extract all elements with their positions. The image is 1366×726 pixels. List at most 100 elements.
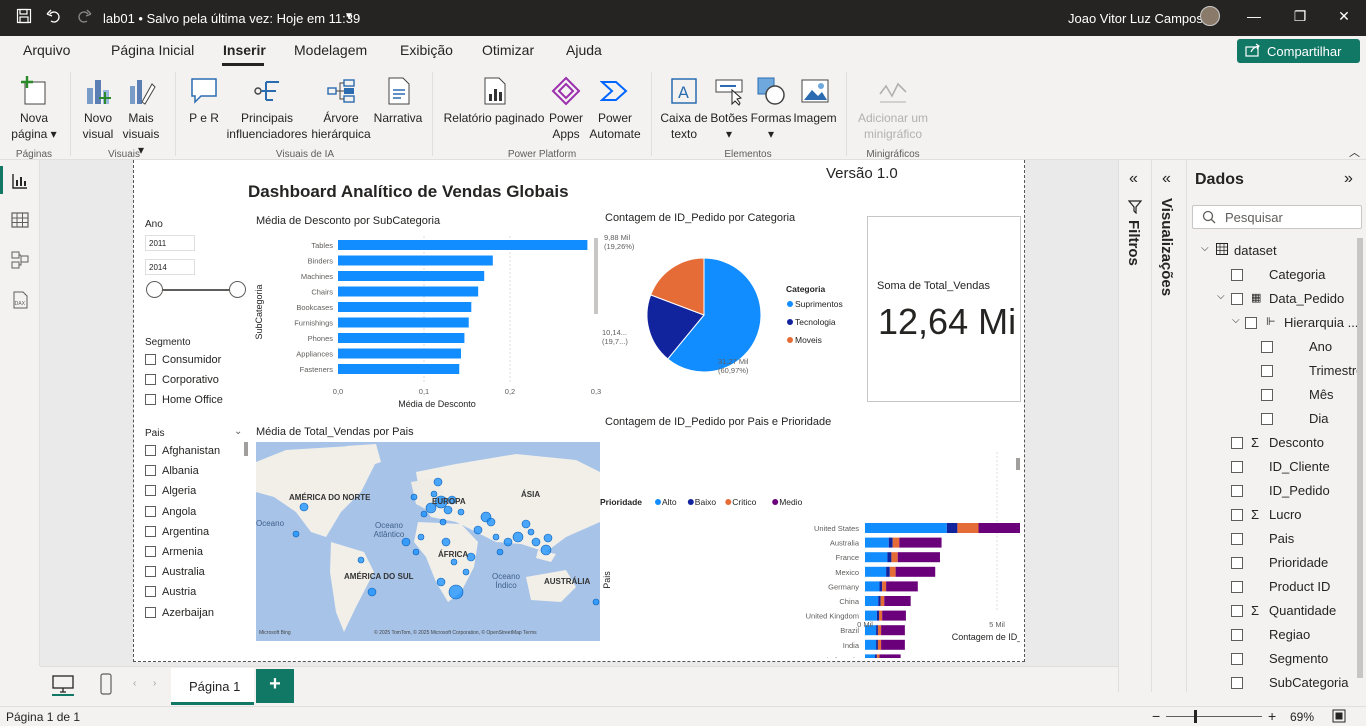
pais-option[interactable]: Azerbaijan xyxy=(145,606,214,619)
p-e-r-button[interactable]: P e R xyxy=(186,76,222,126)
imagem-button[interactable]: Imagem xyxy=(792,76,838,126)
field-item[interactable]: Product ID xyxy=(1269,579,1331,594)
pais-option[interactable]: Armenia xyxy=(145,546,203,558)
share-button[interactable]: Compartilhar xyxy=(1237,39,1360,63)
tab-otimizar[interactable]: Otimizar xyxy=(482,42,535,58)
pais-option[interactable]: Angola xyxy=(145,505,196,518)
formas-button[interactable]: Formas ▾ xyxy=(750,76,792,142)
mobile-layout-icon[interactable] xyxy=(100,673,112,698)
field-checkbox[interactable] xyxy=(1231,629,1243,641)
collapse-filters-icon[interactable]: « xyxy=(1129,170,1138,187)
field-item[interactable]: Trimestre xyxy=(1309,363,1364,378)
field-checkbox[interactable] xyxy=(1231,485,1243,497)
chevron-down-icon[interactable]: ⌵ xyxy=(1201,243,1209,254)
botoes-button[interactable]: Botões ▾ xyxy=(710,76,748,142)
adicionar-minigrafico-button[interactable]: Adicionar um minigráfico xyxy=(852,76,934,142)
power-automate-button[interactable]: Power Automate xyxy=(588,76,642,142)
field-item[interactable]: Mês xyxy=(1309,387,1334,402)
field-item[interactable]: ID_Cliente xyxy=(1269,459,1330,474)
zoom-out-icon[interactable]: − xyxy=(1152,708,1161,724)
minimize-icon[interactable]: — xyxy=(1247,8,1261,24)
segmento-option[interactable]: Consumidor xyxy=(145,354,221,366)
field-checkbox[interactable] xyxy=(1245,317,1257,329)
add-page-button[interactable]: + xyxy=(256,669,294,703)
desktop-layout-icon[interactable] xyxy=(52,675,74,696)
arvore-hierarquica-button[interactable]: Árvore hierárquica xyxy=(308,76,374,142)
field-item[interactable]: ID_Pedido xyxy=(1269,483,1330,498)
field-checkbox[interactable] xyxy=(1231,653,1243,665)
tab-inserir[interactable]: Inserir xyxy=(223,42,266,58)
field-item[interactable]: SubCategoria xyxy=(1269,675,1349,690)
maximize-icon[interactable]: ❐ xyxy=(1293,8,1307,24)
dax-query-view-icon[interactable]: DAX xyxy=(10,290,30,310)
relatorio-paginado-button[interactable]: Relatório paginado xyxy=(442,76,546,126)
field-checkbox[interactable] xyxy=(1231,581,1243,593)
field-checkbox[interactable] xyxy=(1231,509,1243,521)
ano-slider-handle-start[interactable] xyxy=(146,281,163,298)
redo-icon[interactable] xyxy=(76,8,92,28)
next-page-icon[interactable]: › xyxy=(153,678,157,689)
collapse-data-icon[interactable]: » xyxy=(1344,170,1353,187)
user-name[interactable]: Joao Vitor Luz Campos xyxy=(1068,11,1203,26)
field-item[interactable]: Quantidade xyxy=(1269,603,1337,618)
pais-option[interactable]: Algeria xyxy=(145,485,196,497)
tab-ajuda[interactable]: Ajuda xyxy=(566,42,602,58)
field-item[interactable]: Categoria xyxy=(1269,267,1326,282)
zoom-in-icon[interactable]: + xyxy=(1268,708,1277,724)
novo-visual-button[interactable]: Novo visual xyxy=(78,76,118,142)
table-view-icon[interactable] xyxy=(10,210,30,230)
tab-exibicao[interactable]: Exibição xyxy=(400,42,453,58)
field-checkbox[interactable] xyxy=(1231,437,1243,449)
pais-scrollbar[interactable] xyxy=(244,442,248,456)
principais-influenciadores-button[interactable]: Principais influenciadores xyxy=(226,76,308,142)
search-input[interactable]: Pesquisar xyxy=(1192,205,1362,229)
field-checkbox[interactable] xyxy=(1231,677,1243,689)
pais-option[interactable]: Afghanistan xyxy=(145,445,220,457)
tab-modelagem[interactable]: Modelagem xyxy=(294,42,368,58)
model-view-icon[interactable] xyxy=(10,250,30,270)
field-checkbox[interactable] xyxy=(1231,533,1243,545)
field-checkbox[interactable] xyxy=(1261,413,1273,425)
field-checkbox[interactable] xyxy=(1261,341,1273,353)
dataset-node[interactable]: dataset xyxy=(1234,243,1277,258)
chevron-down-icon[interactable]: ⌄ xyxy=(234,426,243,437)
tab-arquivo[interactable]: Arquivo xyxy=(23,42,71,58)
field-checkbox[interactable] xyxy=(1231,557,1243,569)
power-apps-button[interactable]: Power Apps xyxy=(548,76,584,142)
pais-option[interactable]: Australia xyxy=(145,566,205,578)
ano-to-input[interactable]: 2014 xyxy=(145,259,195,275)
pais-option[interactable]: Austria xyxy=(145,586,196,598)
desconto-chart-scrollbar[interactable] xyxy=(594,238,598,314)
field-item[interactable]: Pais xyxy=(1269,531,1295,546)
field-checkbox[interactable] xyxy=(1261,365,1273,377)
ano-slider-handle-end[interactable] xyxy=(229,281,246,298)
field-checkbox[interactable] xyxy=(1231,293,1243,305)
narrativa-button[interactable]: Narrativa xyxy=(372,76,424,126)
prev-page-icon[interactable]: ‹ xyxy=(133,678,137,689)
tab-pagina-inicial[interactable]: Página Inicial xyxy=(111,42,195,58)
field-item[interactable]: Segmento xyxy=(1269,651,1329,666)
visualizations-pane[interactable]: « Visualizações xyxy=(1151,160,1186,692)
zoom-slider-handle[interactable] xyxy=(1194,710,1197,723)
filters-pane[interactable]: « Filtros xyxy=(1118,160,1151,692)
ano-from-input[interactable]: 2011 xyxy=(145,235,195,251)
mais-visuais-button[interactable]: Mais visuais ▾ xyxy=(118,76,164,158)
field-item[interactable]: Lucro xyxy=(1269,507,1302,522)
chevron-down-icon[interactable]: ⌵ xyxy=(1217,291,1225,302)
field-checkbox[interactable] xyxy=(1231,269,1243,281)
chevron-down-icon[interactable]: ⌵ xyxy=(1232,315,1240,326)
field-item[interactable]: Ano xyxy=(1309,339,1333,354)
field-checkbox[interactable] xyxy=(1261,389,1273,401)
segmento-option[interactable]: Corporativo xyxy=(145,374,219,386)
field-item[interactable]: Dia xyxy=(1309,411,1329,426)
field-checkbox[interactable] xyxy=(1231,605,1243,617)
document-title[interactable]: lab01 • Salvo pela última vez: Hoje em 1… xyxy=(103,11,361,26)
close-icon[interactable]: ✕ xyxy=(1338,8,1350,24)
collapse-ribbon-icon[interactable]: ︿ xyxy=(1349,147,1360,159)
field-item[interactable]: Prioridade xyxy=(1269,555,1329,570)
fit-to-page-icon[interactable] xyxy=(1332,709,1346,726)
avatar[interactable] xyxy=(1200,6,1220,26)
field-item[interactable]: Regiao xyxy=(1269,627,1311,642)
field-item[interactable]: Data_Pedido xyxy=(1269,291,1345,306)
field-item[interactable]: Desconto xyxy=(1269,435,1324,450)
